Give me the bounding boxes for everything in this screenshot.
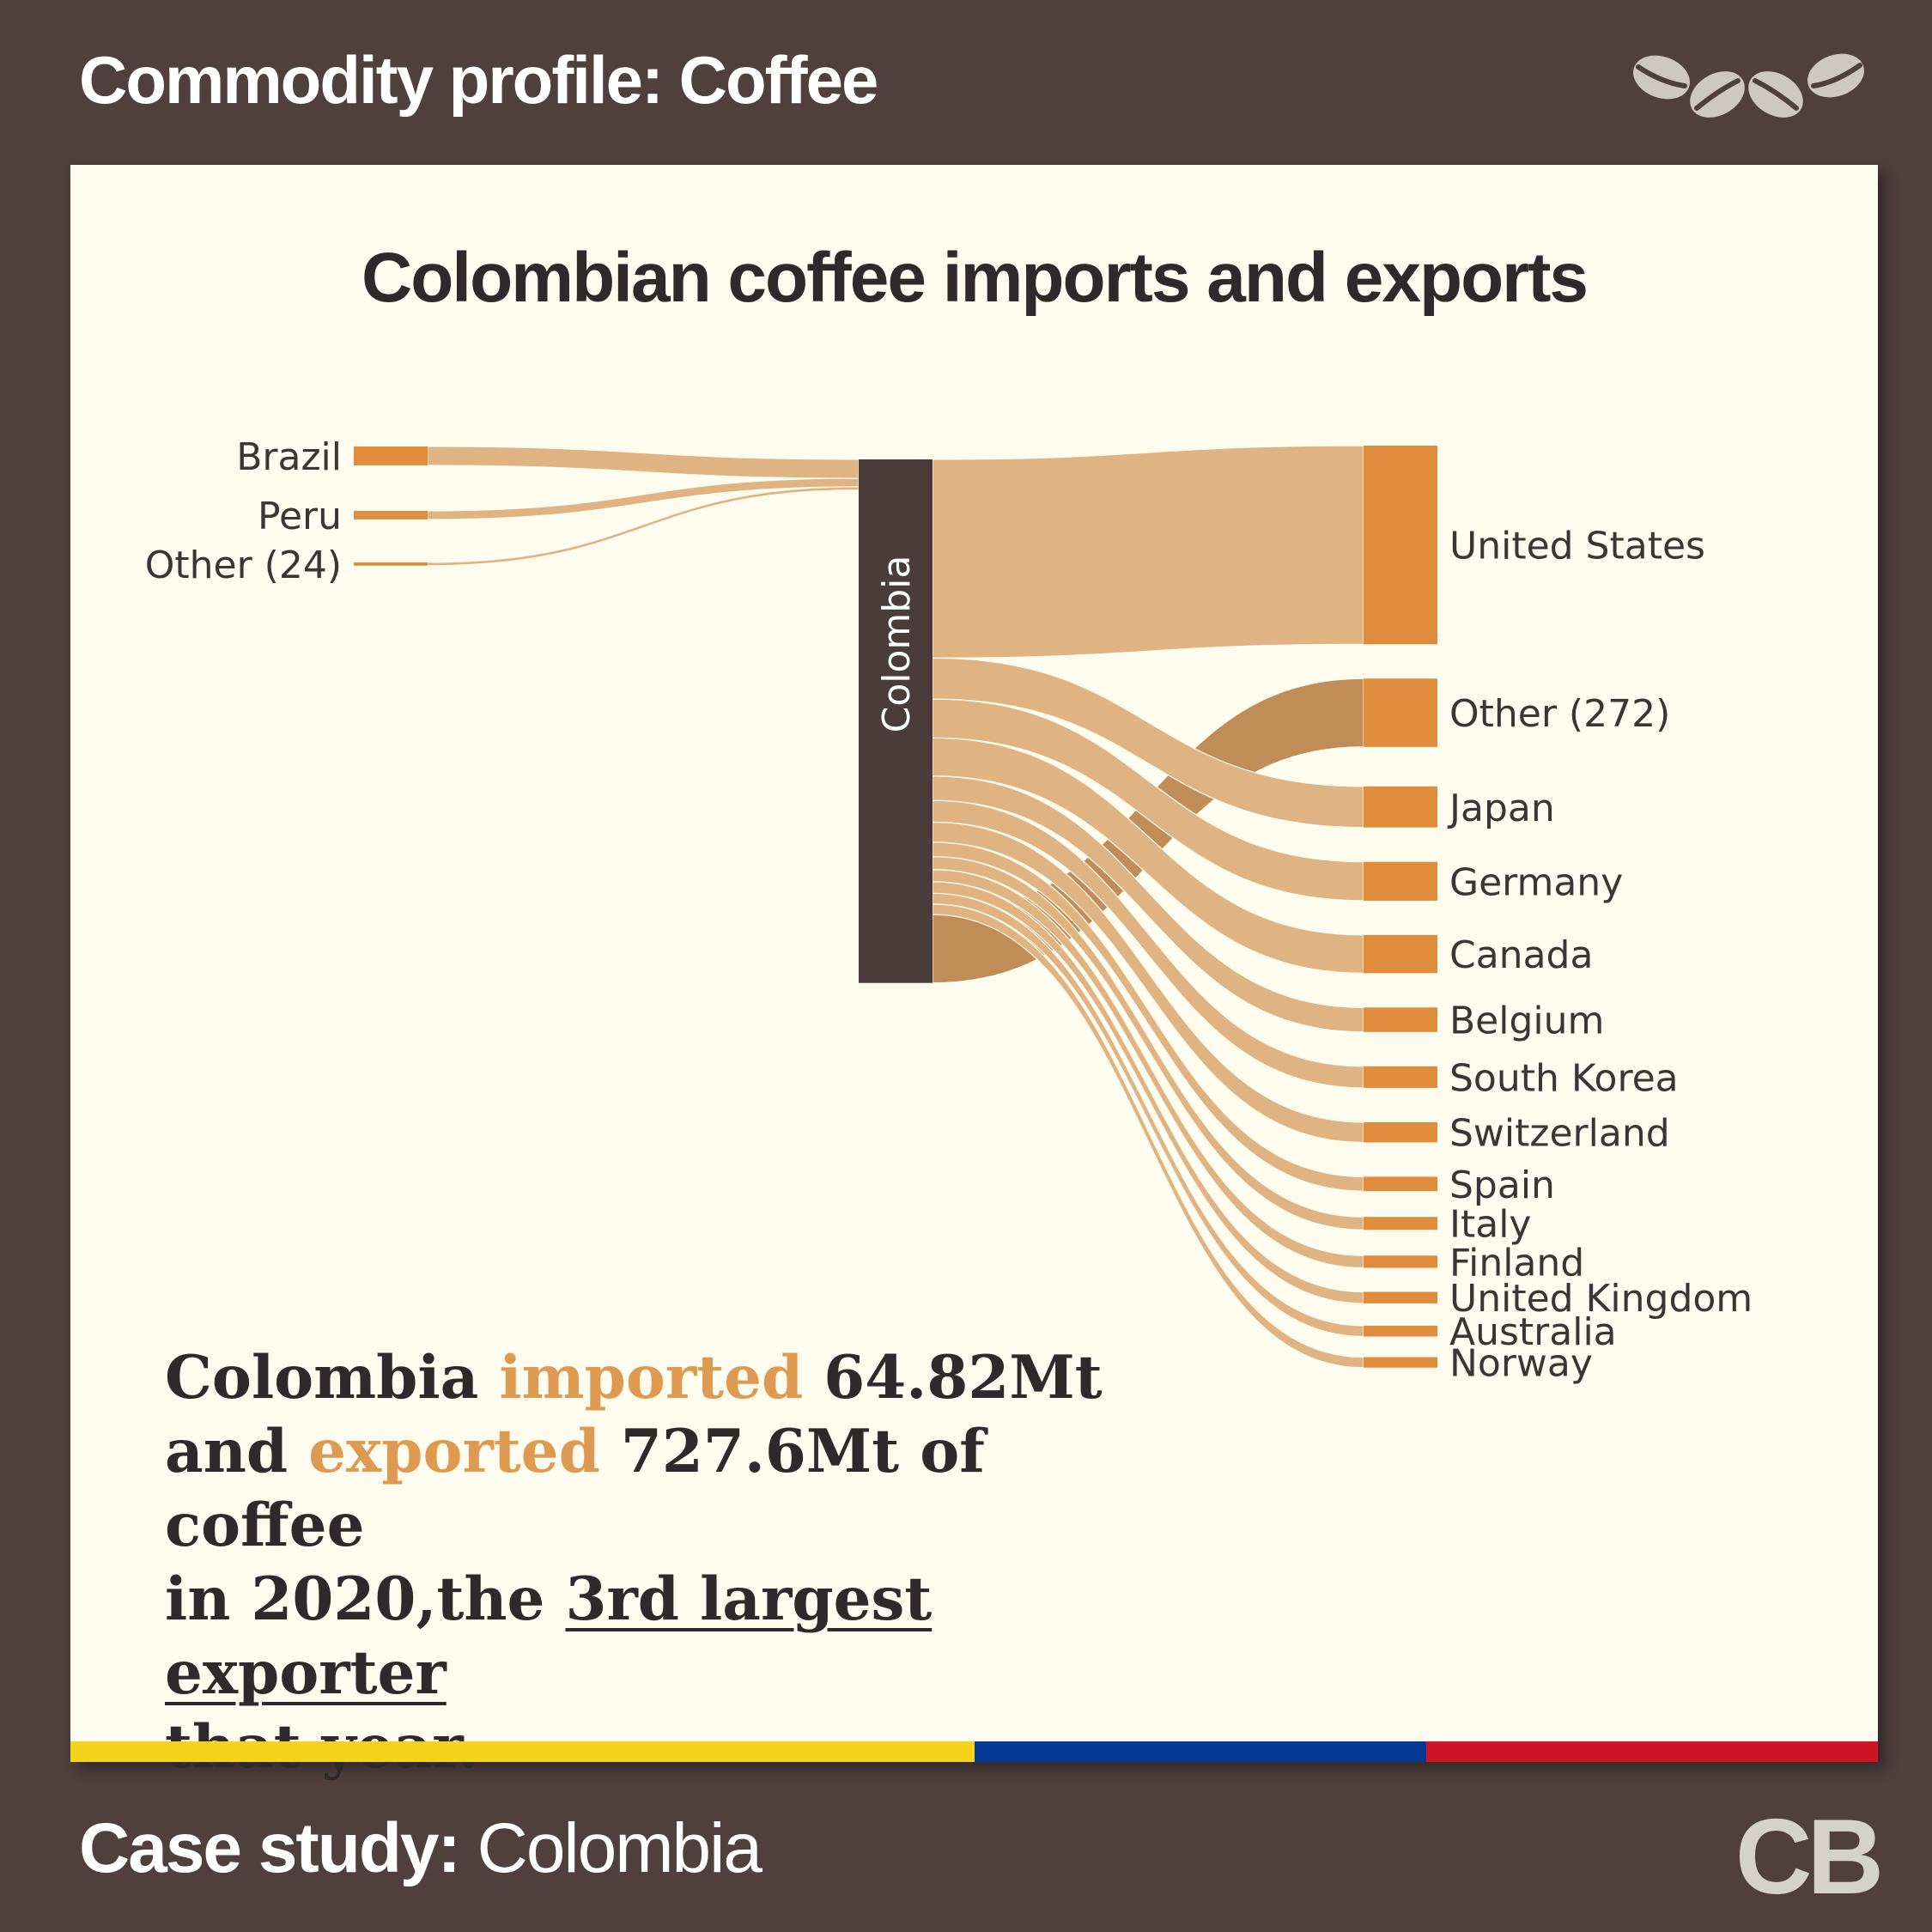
summary-part: and bbox=[165, 1417, 309, 1486]
header-title: Commodity profile: Coffee bbox=[79, 42, 878, 118]
node-finland bbox=[1364, 1255, 1437, 1268]
node-spain bbox=[1364, 1176, 1437, 1192]
label-spain: Spain bbox=[1449, 1163, 1555, 1207]
label-norway: Norway bbox=[1449, 1342, 1593, 1386]
node-colombia bbox=[859, 459, 933, 983]
node-switzerland bbox=[1364, 1121, 1437, 1143]
node-peru bbox=[354, 511, 428, 519]
flow-import-peru bbox=[427, 477, 860, 520]
summary-text: Colombia imported 64.82Mt and exported 7… bbox=[165, 1341, 1152, 1784]
chart-card: Colombian coffee imports and exports Uni… bbox=[70, 165, 1878, 1782]
label-other-272: Other (272) bbox=[1449, 692, 1670, 736]
node-belgium bbox=[1364, 1007, 1437, 1032]
label-canada: Canada bbox=[1449, 933, 1593, 977]
label-finland: Finland bbox=[1449, 1241, 1584, 1285]
label-peru: Peru bbox=[258, 495, 342, 538]
node-germany bbox=[1364, 861, 1437, 901]
sankey-chart: United States Other (272) Japan Germany Cana… bbox=[145, 435, 1753, 1386]
flag-yellow bbox=[70, 1741, 975, 1762]
label-brazil: Brazil bbox=[236, 435, 342, 479]
label-germany: Germany bbox=[1449, 860, 1623, 904]
flow-export-finland bbox=[932, 869, 1364, 1269]
summary-part: in 2020,the bbox=[165, 1564, 566, 1634]
label-colombia: Colombia bbox=[875, 556, 919, 733]
coffee-beans-icon bbox=[1633, 53, 1864, 118]
summary-part: 64.82Mt bbox=[803, 1343, 1103, 1413]
summary-part: Colombia bbox=[165, 1343, 500, 1413]
flow-export-switzerland bbox=[932, 821, 1364, 1144]
label-belgium: Belgium bbox=[1449, 999, 1604, 1043]
node-other-24 bbox=[354, 562, 428, 566]
flag-blue bbox=[974, 1741, 1426, 1762]
summary-part: 727.6Mt of coffee bbox=[165, 1417, 985, 1560]
node-south-korea bbox=[1364, 1066, 1437, 1088]
node-united-kingdom bbox=[1364, 1291, 1437, 1303]
flow-export-spain bbox=[932, 841, 1364, 1192]
footer-label-rest: Colombia bbox=[459, 1809, 762, 1887]
node-canada bbox=[1364, 934, 1437, 974]
node-other-272 bbox=[1364, 678, 1437, 747]
node-japan bbox=[1364, 786, 1437, 828]
node-brazil bbox=[354, 447, 428, 465]
node-norway bbox=[1364, 1357, 1437, 1368]
chart-title: Colombian coffee imports and exports bbox=[361, 239, 1589, 317]
label-other-24: Other (24) bbox=[145, 544, 342, 587]
label-australia: Australia bbox=[1449, 1310, 1617, 1354]
label-japan: Japan bbox=[1447, 787, 1555, 830]
summary-highlight: 3rd largest exporter bbox=[165, 1564, 933, 1708]
label-south-korea: South Korea bbox=[1449, 1056, 1679, 1100]
colombia-flag-bar bbox=[70, 1741, 1878, 1762]
flag-red bbox=[1425, 1741, 1878, 1762]
summary-exported: exported bbox=[308, 1417, 600, 1486]
label-italy: Italy bbox=[1449, 1203, 1531, 1247]
node-italy bbox=[1364, 1217, 1437, 1230]
cb-logo: CB bbox=[1735, 1798, 1884, 1917]
flow-import-brazil bbox=[427, 446, 860, 479]
flow-export-united-states bbox=[932, 445, 1364, 659]
footer-label-bold: Case study: bbox=[79, 1809, 461, 1887]
label-united-states: United States bbox=[1449, 525, 1705, 568]
label-united-kingdom: United Kingdom bbox=[1449, 1277, 1753, 1321]
label-switzerland: Switzerland bbox=[1449, 1112, 1670, 1156]
node-united-states bbox=[1364, 446, 1437, 645]
node-australia bbox=[1364, 1325, 1437, 1337]
flow-export-norway bbox=[932, 903, 1364, 1369]
footer-title: Case study: Colombia bbox=[79, 1808, 762, 1889]
summary-imported: imported bbox=[499, 1343, 804, 1413]
